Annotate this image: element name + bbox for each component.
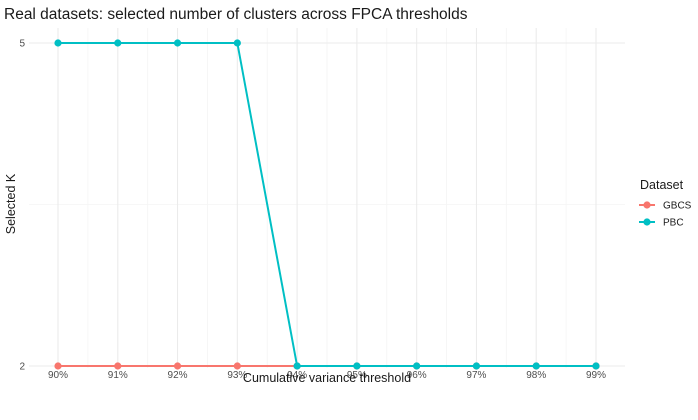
data-point-pbc [293, 362, 301, 370]
x-tick-label: 90% [48, 370, 68, 381]
y-tick-label: 5 [19, 39, 25, 50]
data-point-pbc [592, 362, 600, 370]
series-line-pbc [58, 42, 596, 367]
data-point-gbcs [54, 362, 62, 370]
legend: Dataset GBCS PBC [639, 178, 692, 229]
legend-title: Dataset [640, 178, 684, 192]
x-tick-label: 95% [347, 370, 367, 381]
axis-layer: 90% 91% 92% 93% 94% 95% 96% 97% 98% 99% 2 5 [19, 39, 606, 382]
legend-key-point-pbc [643, 218, 651, 226]
data-point-gbcs [114, 362, 122, 370]
x-tick-label: 99% [586, 370, 606, 381]
y-axis-title: Selected K [4, 173, 18, 234]
x-tick-label: 93% [227, 370, 247, 381]
x-tick-label: 92% [168, 370, 188, 381]
data-point-pbc [532, 362, 540, 370]
data-point-pbc [54, 39, 62, 47]
data-point-gbcs [173, 362, 182, 370]
x-tick-label: 98% [526, 370, 546, 381]
x-tick-label: 94% [287, 370, 307, 381]
data-point-pbc [173, 39, 182, 47]
series-layer [54, 39, 600, 370]
y-tick-label: 2 [19, 362, 25, 373]
legend-key-point-gbcs [643, 201, 651, 209]
data-point-pbc [353, 362, 361, 370]
x-tick-label: 97% [466, 370, 486, 381]
legend-label-pbc: PBC [663, 218, 684, 229]
x-axis-title: Cumulative variance threshold [243, 371, 411, 385]
legend-label-gbcs: GBCS [663, 201, 692, 212]
legend-items: GBCS PBC [639, 201, 692, 229]
grid-layer [29, 28, 625, 368]
data-point-pbc [233, 39, 241, 47]
x-tick-label: 96% [407, 370, 427, 381]
data-point-pbc [114, 39, 122, 47]
x-tick-label: 91% [108, 370, 128, 381]
data-point-pbc [472, 362, 481, 370]
chart-title: Real datasets: selected number of cluste… [4, 6, 468, 23]
data-point-pbc [413, 362, 421, 370]
data-point-gbcs [233, 362, 241, 370]
